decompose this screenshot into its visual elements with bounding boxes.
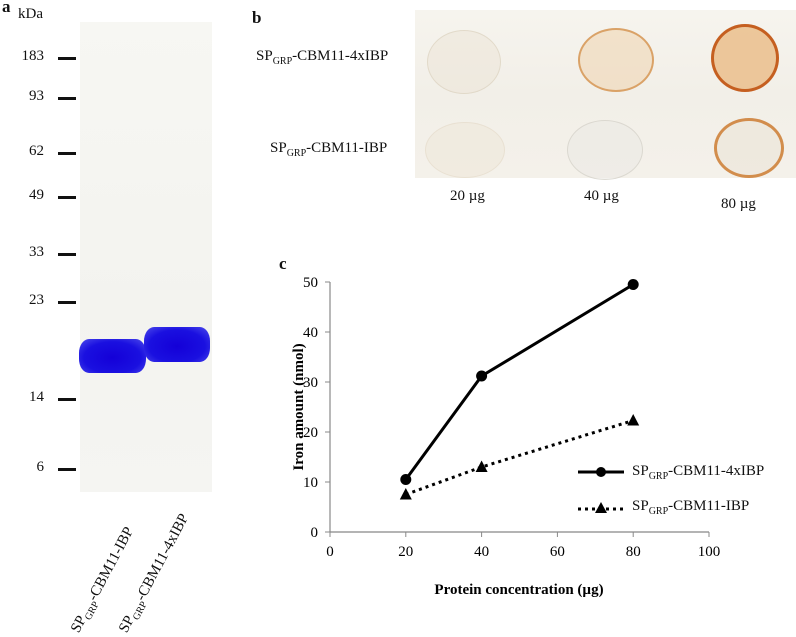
y-tick-label: 0 bbox=[311, 525, 319, 541]
marker-tick bbox=[58, 301, 76, 304]
x-tick-label: 60 bbox=[550, 544, 565, 560]
marker-tick bbox=[58, 196, 76, 199]
marker-tick bbox=[58, 468, 76, 471]
marker-label-93: 93 bbox=[29, 88, 44, 104]
y-tick-label: 40 bbox=[303, 325, 318, 341]
legend-suffix: -CBM11-4xIBP bbox=[668, 463, 765, 479]
data-point-triangle bbox=[399, 488, 412, 500]
x-axis-label: Protein concentration (µg) bbox=[434, 582, 603, 598]
stain-spot-4x-80ug bbox=[711, 24, 779, 92]
marker-tick bbox=[58, 57, 76, 60]
legend-prefix: SP bbox=[632, 463, 649, 479]
stain-spot-1x-80ug bbox=[714, 118, 784, 178]
legend-sub: GRP bbox=[648, 506, 669, 517]
x-tick-label: 20 bbox=[398, 544, 413, 560]
marker-label-183: 183 bbox=[21, 48, 45, 64]
membrane-column-label-20: 20 µg bbox=[450, 188, 485, 204]
legend-label-4x: SPGRP-CBM11-4xIBP bbox=[632, 463, 764, 482]
protein-band-lane-2 bbox=[144, 327, 210, 362]
x-tick-label: 80 bbox=[626, 544, 641, 560]
stain-spot-1x-20ug bbox=[425, 122, 505, 178]
y-tick-label: 10 bbox=[303, 475, 318, 491]
marker-tick bbox=[58, 152, 76, 155]
row-label-prefix: SP bbox=[270, 140, 287, 156]
row-label-suffix: -CBM11-4xIBP bbox=[292, 48, 389, 64]
panel-b-letter: b bbox=[252, 8, 262, 27]
y-tick-label: 30 bbox=[303, 375, 318, 391]
y-axis-label: Iron amount (nmol) bbox=[291, 343, 307, 470]
protein-band-lane-1 bbox=[79, 339, 146, 373]
marker-tick bbox=[58, 253, 76, 256]
data-point-triangle bbox=[627, 414, 640, 426]
membrane-row-label-4x: SPGRP-CBM11-4xIBP bbox=[256, 48, 388, 67]
chart-axes: 0 20 40 60 80 100 0 10 20 30 40 50 bbox=[303, 275, 720, 560]
legend-label-1x: SPGRP-CBM11-IBP bbox=[632, 498, 749, 517]
marker-tick bbox=[58, 398, 76, 401]
membrane-photo bbox=[415, 10, 796, 180]
marker-label-49: 49 bbox=[29, 187, 44, 203]
data-point-circle bbox=[627, 279, 639, 290]
legend-suffix: -CBM11-IBP bbox=[668, 498, 750, 514]
legend-swatch-4x bbox=[578, 467, 624, 477]
data-point-triangle bbox=[475, 460, 488, 472]
stain-spot-4x-40ug bbox=[578, 28, 654, 92]
chart-series-markers bbox=[399, 279, 640, 500]
panel-c-letter: c bbox=[279, 254, 287, 273]
chart-series-lines bbox=[404, 283, 634, 496]
row-label-sub: GRP bbox=[272, 56, 293, 67]
membrane-row-label-1x: SPGRP-CBM11-IBP bbox=[270, 140, 387, 159]
row-label-sub: GRP bbox=[286, 148, 307, 159]
row-label-suffix: -CBM11-IBP bbox=[306, 140, 388, 156]
marker-tick bbox=[58, 97, 76, 100]
x-tick-label: 40 bbox=[474, 544, 489, 560]
data-point-circle bbox=[400, 474, 412, 485]
y-tick-label: 50 bbox=[303, 275, 318, 291]
panel-a-letter: a bbox=[2, 0, 11, 16]
stain-spot-4x-20ug bbox=[427, 30, 501, 94]
marker-label-14: 14 bbox=[29, 389, 44, 405]
marker-label-62: 62 bbox=[29, 143, 44, 159]
sds-page-gel bbox=[80, 22, 212, 492]
legend-swatch-1x bbox=[578, 502, 624, 513]
membrane-column-label-40: 40 µg bbox=[584, 188, 619, 204]
y-tick-label: 20 bbox=[303, 425, 318, 441]
data-point-circle bbox=[476, 370, 488, 382]
series-line-cbm11-4xibp bbox=[404, 283, 634, 481]
marker-label-33: 33 bbox=[29, 244, 44, 260]
stain-spot-1x-40ug bbox=[567, 120, 643, 180]
marker-label-6: 6 bbox=[36, 459, 45, 475]
row-label-prefix: SP bbox=[256, 48, 273, 64]
legend-sub: GRP bbox=[648, 471, 669, 482]
x-tick-label: 100 bbox=[698, 544, 721, 560]
legend-prefix: SP bbox=[632, 498, 649, 514]
x-tick-label: 0 bbox=[326, 544, 334, 560]
kda-unit-label: kDa bbox=[18, 6, 43, 22]
membrane-column-label-80: 80 µg bbox=[721, 196, 756, 212]
marker-label-23: 23 bbox=[29, 292, 44, 308]
